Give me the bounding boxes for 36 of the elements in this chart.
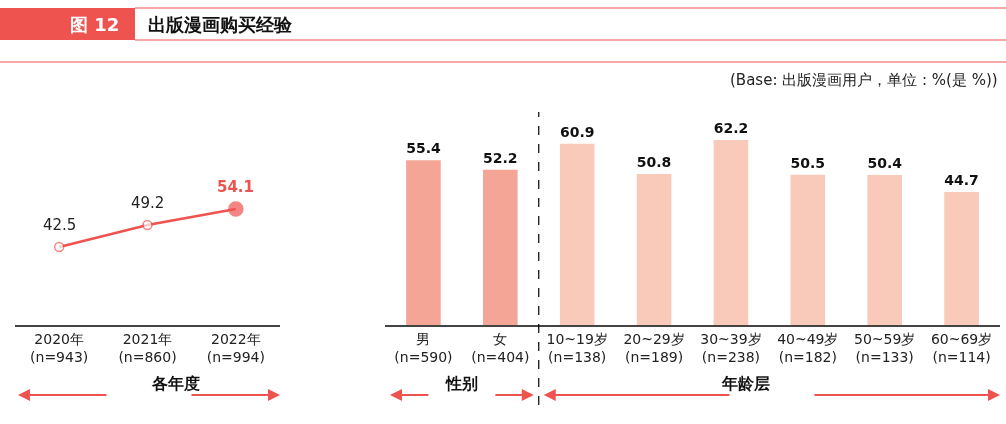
data-label: 50.4 — [867, 155, 903, 172]
data-label: 55.4 — [406, 140, 441, 157]
x-tick-label: 60~69岁 (n=114) — [930, 330, 993, 365]
x-tick-label: 10~19岁 (n=138) — [546, 330, 608, 365]
x-tick-label: 男 (n=590) — [394, 330, 453, 365]
x-tick-label: 20~29岁 (n=189) — [623, 330, 685, 365]
text: 性别 — [445, 374, 478, 393]
data-label: 50.8 — [636, 154, 672, 171]
data-label: 52.2 — [483, 149, 518, 166]
x-tick-label: 40~49岁 (n=182) — [777, 330, 839, 365]
bar — [713, 139, 749, 325]
data-label: 50.5 — [790, 155, 826, 172]
data-label: 44.7 — [944, 172, 979, 189]
x-tick-label: 2020年 (n=943) — [30, 330, 89, 365]
x-tick-label: 50~59岁 (n=133) — [854, 330, 916, 365]
data-label: 42.5 — [43, 216, 77, 234]
chart-title: 出版漫画购买经验 — [148, 14, 293, 35]
bar — [559, 143, 595, 325]
caption: 图 12 — [70, 14, 120, 35]
bar — [406, 160, 441, 325]
x-tick-label: 女 (n=404) — [471, 330, 530, 365]
chart-subtitle: (Base: 出版漫画用户，单位 : %(是 %)) — [730, 71, 998, 89]
data-label: 62.2 — [713, 120, 749, 137]
data-label: 54.1 — [217, 178, 255, 196]
bar — [790, 174, 826, 325]
bar — [483, 169, 518, 325]
x-tick-label: 2022年 (n=994) — [206, 330, 265, 365]
data-label: 60.9 — [559, 124, 595, 141]
text: 年龄层 — [721, 374, 770, 393]
x-tick-label: 30~39岁 (n=238) — [700, 330, 762, 365]
x-tick-label: 2021年 (n=860) — [118, 330, 177, 365]
data-label: 49.2 — [131, 194, 165, 212]
bar — [867, 175, 902, 325]
bar — [636, 173, 672, 325]
bar — [944, 192, 979, 325]
text: 各年度 — [151, 374, 200, 393]
